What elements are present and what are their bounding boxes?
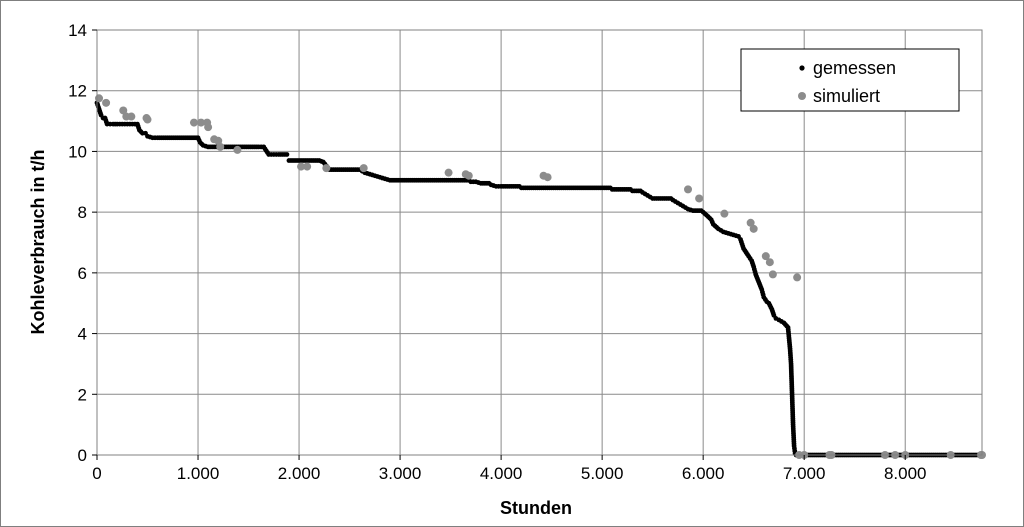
data-point-simuliert bbox=[746, 218, 755, 227]
x-tick-label: 6.000 bbox=[682, 464, 725, 483]
data-point-simuliert bbox=[297, 162, 306, 171]
y-tick-label: 0 bbox=[78, 446, 87, 465]
x-tick-label: 4.000 bbox=[480, 464, 523, 483]
data-point-simuliert bbox=[543, 173, 552, 182]
plot-border bbox=[96, 29, 983, 456]
legend-marker-gemessen bbox=[799, 65, 805, 71]
data-point-simuliert bbox=[119, 106, 128, 115]
legend-label-gemessen: gemessen bbox=[813, 58, 896, 78]
data-point-simuliert bbox=[695, 194, 704, 203]
data-point-simuliert bbox=[127, 112, 136, 121]
data-point-simuliert bbox=[322, 164, 331, 173]
data-point-simuliert bbox=[189, 118, 198, 127]
data-point-simuliert bbox=[793, 273, 802, 282]
data-point-simuliert bbox=[720, 209, 729, 218]
data-point-simuliert bbox=[214, 136, 223, 145]
data-point-gemessen bbox=[284, 152, 290, 157]
y-tick-label: 10 bbox=[68, 142, 87, 161]
legend-marker-simuliert bbox=[798, 92, 806, 100]
data-point-simuliert bbox=[95, 94, 104, 103]
data-point-simuliert bbox=[765, 258, 774, 267]
data-point-simuliert bbox=[102, 98, 111, 107]
x-tick-label: 3.000 bbox=[379, 464, 422, 483]
y-tick-label: 14 bbox=[68, 21, 87, 40]
data-point-simuliert bbox=[749, 224, 758, 233]
x-axis: 0 1.000 2.000 3.000 4.000 5.000 6.000 7.000 8.00… bbox=[92, 455, 926, 483]
x-tick-label: 5.000 bbox=[581, 464, 624, 483]
data-point-simuliert bbox=[303, 162, 312, 171]
legend-label-simuliert: simuliert bbox=[813, 86, 880, 106]
y-tick-label: 8 bbox=[78, 203, 87, 222]
x-tick-label: 8.000 bbox=[884, 464, 927, 483]
x-axis-title: Stunden bbox=[500, 498, 572, 518]
data-point-simuliert bbox=[684, 185, 693, 194]
data-point-simuliert bbox=[761, 252, 770, 261]
data-point-simuliert bbox=[464, 171, 473, 180]
legend-box bbox=[740, 48, 960, 112]
data-point-simuliert bbox=[444, 168, 453, 177]
data-point-simuliert bbox=[233, 145, 242, 154]
data-point-simuliert bbox=[204, 123, 213, 132]
y-tick-label: 4 bbox=[78, 325, 87, 344]
data-point-simuliert bbox=[359, 164, 368, 173]
x-tick-label: 1.000 bbox=[177, 464, 220, 483]
y-axis-title: Kohleverbrauch in t/h bbox=[28, 149, 48, 334]
y-axis: 0 2 4 6 8 10 12 14 bbox=[68, 21, 97, 465]
series-simuliert bbox=[95, 94, 986, 459]
x-tick-label: 7.000 bbox=[783, 464, 826, 483]
data-point-simuliert bbox=[768, 270, 777, 279]
data-point-simuliert bbox=[197, 118, 206, 127]
y-tick-label: 2 bbox=[78, 385, 87, 404]
data-point-simuliert bbox=[216, 142, 225, 151]
x-tick-label: 2.000 bbox=[278, 464, 321, 483]
y-tick-label: 12 bbox=[68, 82, 87, 101]
data-point-simuliert bbox=[143, 115, 152, 124]
x-tick-label: 0 bbox=[92, 464, 101, 483]
legend: gemessen simuliert bbox=[740, 48, 960, 112]
y-tick-label: 6 bbox=[78, 264, 87, 283]
